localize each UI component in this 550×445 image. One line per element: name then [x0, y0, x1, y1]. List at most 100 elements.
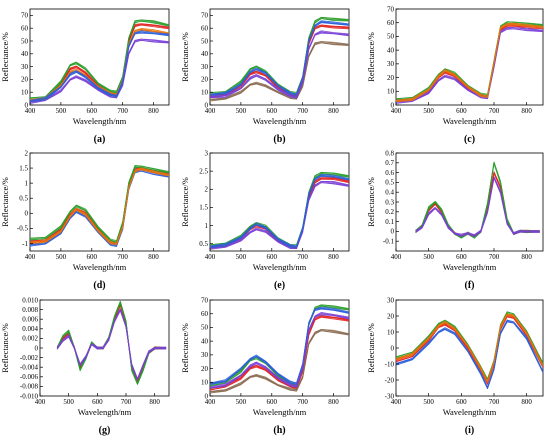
y-tick-label: -0.006 — [20, 373, 39, 381]
panel-2: 400 500 600 700 800 0 10 20 30 40 50 60 70 Wavelength… — [180, 8, 350, 145]
series-line — [30, 168, 169, 244]
x-tick-label: 400 — [25, 107, 36, 115]
y-tick-label: 2 — [205, 186, 209, 194]
x-tick-label: 400 — [391, 107, 402, 115]
panel-8: 400 500 600 700 800 0 10 20 30 40 50 60 70 Wavelength… — [180, 296, 350, 436]
plot-frame — [209, 299, 350, 397]
series-line — [30, 28, 169, 100]
x-tick-label: 800 — [328, 398, 339, 406]
series-line — [210, 18, 349, 95]
y-tick-label: 10 — [387, 88, 395, 96]
y-tick-label: 20 — [387, 312, 395, 320]
y-tick-label: 1.5 — [199, 204, 208, 212]
y-tick-label: 30 — [387, 60, 395, 68]
y-tick-label: 30 — [21, 63, 29, 71]
y-tick-label: 0 — [35, 344, 39, 352]
y-tick-label: 10 — [387, 328, 395, 336]
x-axis-label: Wavelength/nm — [78, 407, 132, 417]
x-tick-label: 600 — [267, 253, 278, 261]
series-group — [210, 16, 349, 102]
series-line — [210, 175, 349, 248]
x-tick-label: 800 — [148, 107, 159, 115]
x-tick-label: 500 — [63, 398, 74, 406]
x-tick-label: 500 — [236, 107, 247, 115]
x-axis-label: Wavelength/nm — [443, 116, 497, 126]
y-tick-label: 2.5 — [199, 167, 208, 175]
x-tick-label: 700 — [121, 398, 132, 406]
x-tick-label: 800 — [148, 253, 159, 261]
x-axis-label: Wavelength/nm — [443, 407, 497, 417]
series-line — [210, 182, 349, 250]
series-line — [415, 161, 540, 238]
y-tick-label: 2 — [25, 149, 29, 157]
series-line — [56, 301, 167, 384]
series-line — [210, 18, 349, 96]
y-tick-label: -10 — [385, 360, 395, 368]
y-axis-label: Reflectance/% — [366, 32, 376, 82]
panel-3: 400 500 600 700 800 0 10 20 30 40 50 60 70 Wavelength… — [366, 5, 544, 145]
y-tick-label: 40 — [21, 50, 29, 58]
y-tick-label: 50 — [21, 37, 29, 45]
plot-frame — [209, 152, 350, 252]
series-line — [56, 304, 167, 382]
x-tick-label: 800 — [328, 253, 339, 261]
series-group — [56, 300, 167, 385]
panel-1: 400 500 600 700 800 0 10 20 30 40 50 60 70 Wavelength… — [0, 8, 170, 145]
x-axis-label: Wavelength/nm — [253, 262, 307, 272]
y-tick-label: 20 — [201, 365, 209, 373]
y-tick-label: 20 — [387, 74, 395, 82]
x-tick-label: 800 — [521, 398, 532, 406]
series-line — [415, 162, 540, 239]
x-tick-label: 500 — [423, 253, 434, 261]
series-line — [396, 319, 543, 388]
y-tick-label: 60 — [201, 310, 209, 318]
y-tick-label: 0.5 — [19, 195, 28, 203]
series-line — [210, 17, 349, 94]
y-axis-label: Reflectance/% — [0, 177, 10, 227]
series-line — [210, 307, 349, 384]
series-line — [30, 167, 169, 244]
series-line — [415, 163, 540, 239]
series-line — [396, 27, 543, 103]
plot-frame — [39, 299, 170, 397]
series-line — [56, 300, 167, 384]
plot-frame — [209, 8, 350, 106]
y-tick-label: 40 — [387, 46, 395, 54]
series-line — [396, 311, 543, 380]
x-axis-label: Wavelength/nm — [443, 262, 497, 272]
y-tick-label: -20 — [385, 376, 395, 384]
y-tick-label: 0.008 — [22, 306, 38, 314]
y-tick-label: -0.5 — [17, 225, 29, 233]
x-tick-label: 400 — [391, 253, 402, 261]
x-tick-label: 400 — [25, 253, 36, 261]
y-tick-label: 0.004 — [22, 325, 38, 333]
y-tick-label: 0 — [391, 228, 395, 236]
x-tick-label: 500 — [423, 107, 434, 115]
y-axis-label: Reflectance/% — [180, 32, 190, 82]
series-line — [210, 174, 349, 247]
series-line — [210, 175, 349, 248]
x-axis-label: Wavelength/nm — [253, 407, 307, 417]
panel-label: (i) — [465, 425, 474, 436]
y-tick-label: 0.3 — [385, 198, 394, 206]
y-tick-label: 1 — [205, 222, 209, 230]
x-tick-label: 700 — [489, 253, 500, 261]
y-tick-label: 30 — [201, 63, 209, 71]
x-tick-label: 700 — [297, 253, 308, 261]
y-tick-label: 0 — [205, 101, 209, 109]
x-tick-label: 700 — [117, 253, 128, 261]
x-tick-label: 400 — [35, 398, 46, 406]
panel-9: 400 500 600 700 800 -30 -20 -10 0 10 20 30 Wavelengt… — [366, 296, 544, 436]
y-tick-label: 1 — [25, 179, 29, 187]
y-tick-label: -1 — [22, 240, 28, 248]
x-tick-label: 600 — [267, 107, 278, 115]
y-tick-label: 0.5 — [385, 179, 394, 187]
x-tick-label: 800 — [521, 107, 532, 115]
series-line — [415, 177, 540, 237]
series-line — [396, 21, 543, 100]
x-axis-label: Wavelength/nm — [253, 116, 307, 126]
x-tick-label: 600 — [456, 398, 467, 406]
y-tick-label: -0.002 — [20, 354, 39, 362]
x-tick-label: 700 — [489, 398, 500, 406]
